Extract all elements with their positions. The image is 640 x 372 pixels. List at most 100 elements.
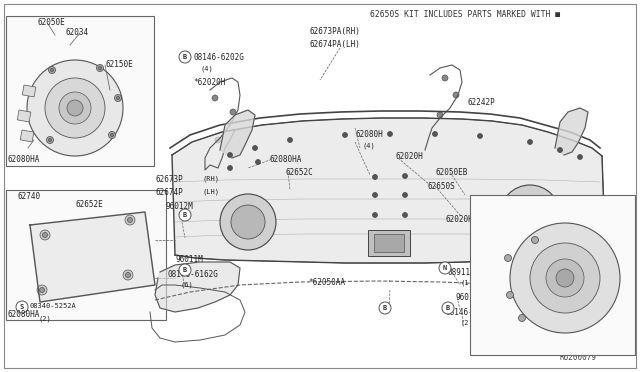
Circle shape: [477, 134, 483, 138]
Bar: [6, 190, 166, 320]
Circle shape: [530, 243, 600, 313]
Text: 62673PA(RH): 62673PA(RH): [310, 27, 361, 36]
Text: 62673P: 62673P: [155, 175, 183, 184]
Text: 62650S: 62650S: [428, 182, 456, 191]
Circle shape: [403, 173, 408, 179]
Bar: [22, 85, 36, 97]
Circle shape: [125, 215, 135, 225]
Circle shape: [227, 166, 232, 170]
Bar: [17, 110, 31, 122]
Circle shape: [433, 131, 438, 137]
Circle shape: [37, 285, 47, 295]
Text: 62080HA: 62080HA: [270, 155, 302, 164]
Text: 62242P: 62242P: [468, 98, 496, 107]
Circle shape: [109, 131, 115, 138]
Text: 62050EB: 62050EB: [435, 168, 467, 177]
Polygon shape: [555, 108, 588, 155]
Text: 62034: 62034: [65, 28, 88, 37]
Circle shape: [179, 209, 191, 221]
Text: B: B: [183, 54, 187, 60]
Text: S: S: [20, 304, 24, 310]
Circle shape: [40, 288, 45, 292]
Polygon shape: [550, 255, 622, 302]
Circle shape: [511, 196, 549, 234]
Circle shape: [500, 185, 560, 245]
Text: 62150E: 62150E: [475, 210, 503, 219]
Circle shape: [577, 154, 582, 160]
Circle shape: [546, 259, 584, 297]
Text: (2): (2): [460, 320, 473, 327]
Text: 62035: 62035: [510, 197, 533, 206]
Text: B: B: [183, 212, 187, 218]
Circle shape: [67, 100, 83, 116]
Text: 08340-5252A: 08340-5252A: [30, 303, 77, 309]
Circle shape: [220, 194, 276, 250]
Circle shape: [123, 270, 133, 280]
Text: 62050E: 62050E: [550, 197, 578, 206]
Circle shape: [16, 301, 28, 313]
Text: 96011M: 96011M: [175, 255, 203, 264]
Circle shape: [372, 174, 378, 180]
Text: 62650S KIT INCLUDES PARTS MARKED WITH ■: 62650S KIT INCLUDES PARTS MARKED WITH ■: [370, 10, 560, 19]
Text: 08146-6162G: 08146-6162G: [445, 308, 496, 317]
Text: 08146-6202G: 08146-6202G: [193, 53, 244, 62]
Text: 62080HA: 62080HA: [8, 310, 40, 319]
Circle shape: [442, 302, 454, 314]
Text: 62652E: 62652E: [75, 200, 103, 209]
Text: 08146-6162G: 08146-6162G: [168, 270, 219, 279]
Text: 08911-2062G: 08911-2062G: [448, 268, 499, 277]
Circle shape: [215, 137, 221, 143]
Circle shape: [231, 205, 265, 239]
Text: 62080HA: 62080HA: [8, 155, 40, 164]
Text: *62020H: *62020H: [193, 78, 225, 87]
Circle shape: [45, 78, 105, 138]
Circle shape: [49, 67, 56, 74]
Circle shape: [111, 134, 113, 137]
Polygon shape: [155, 262, 240, 312]
Text: 62740: 62740: [18, 192, 41, 201]
Circle shape: [510, 223, 620, 333]
Circle shape: [253, 145, 257, 151]
Text: 62020H: 62020H: [395, 152, 423, 161]
Circle shape: [531, 237, 538, 244]
Polygon shape: [30, 212, 155, 302]
Circle shape: [116, 96, 120, 99]
Text: 62674P: 62674P: [155, 188, 183, 197]
Text: (4): (4): [362, 142, 375, 148]
Circle shape: [115, 94, 122, 102]
Bar: [20, 130, 34, 142]
Bar: [368, 230, 410, 256]
Text: B: B: [183, 267, 187, 273]
Circle shape: [437, 112, 443, 118]
Text: *62050AA: *62050AA: [308, 278, 345, 287]
Text: 62674PA(LH): 62674PA(LH): [310, 40, 361, 49]
Circle shape: [287, 138, 292, 142]
Circle shape: [379, 302, 391, 314]
Text: (4): (4): [200, 65, 212, 71]
Circle shape: [179, 51, 191, 63]
Circle shape: [179, 264, 191, 276]
Circle shape: [504, 254, 511, 262]
Circle shape: [557, 148, 563, 153]
Circle shape: [556, 269, 574, 287]
Text: (2): (2): [38, 315, 51, 321]
Circle shape: [372, 192, 378, 198]
Text: (6): (6): [180, 282, 193, 289]
Text: 62080HA: 62080HA: [474, 337, 506, 346]
Circle shape: [442, 75, 448, 81]
Circle shape: [40, 230, 50, 240]
Text: 62150E: 62150E: [105, 60, 132, 69]
Text: 62080H: 62080H: [355, 130, 383, 139]
Circle shape: [439, 262, 451, 274]
Circle shape: [51, 68, 54, 71]
Text: R6200079: R6200079: [560, 353, 597, 362]
Circle shape: [342, 132, 348, 138]
Text: 96012M: 96012M: [165, 202, 193, 211]
Polygon shape: [172, 118, 605, 263]
Circle shape: [42, 232, 47, 237]
Circle shape: [212, 95, 218, 101]
Text: (LH): (LH): [202, 188, 219, 195]
Text: (1): (1): [460, 280, 473, 286]
Text: 62020H: 62020H: [445, 215, 473, 224]
Circle shape: [99, 67, 102, 70]
